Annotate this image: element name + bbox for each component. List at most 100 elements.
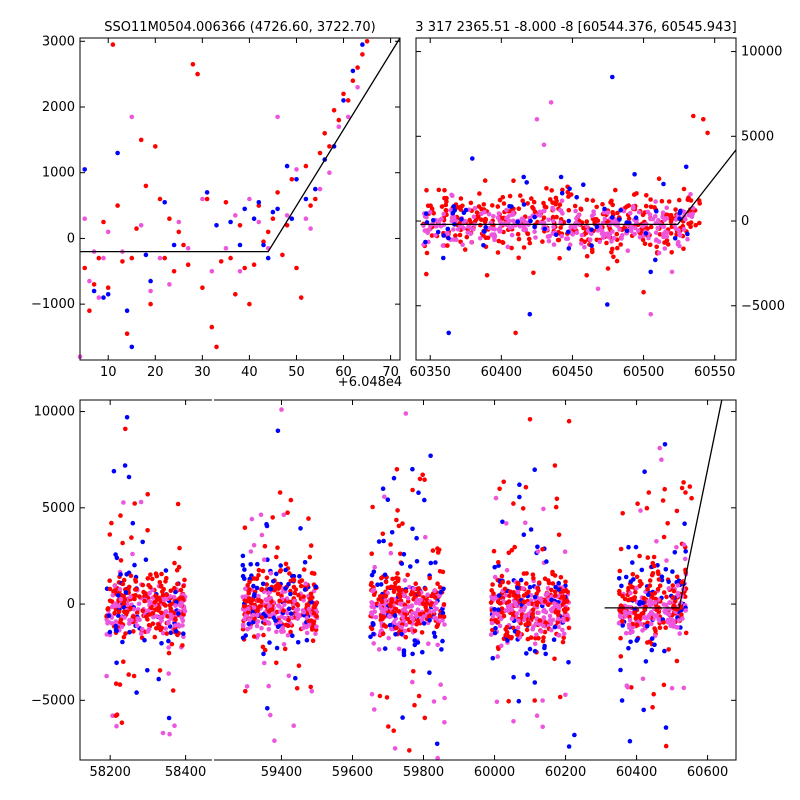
data-point-blue [124, 308, 130, 314]
data-point-pink [655, 225, 660, 231]
data-point-red [687, 484, 693, 489]
data-point-red [118, 617, 124, 623]
data-point-pink [248, 549, 254, 554]
data-point-pink [576, 213, 582, 218]
data-point-red [481, 202, 487, 207]
data-point-red [634, 622, 640, 627]
data-point-blue [168, 630, 174, 635]
data-point-pink [266, 621, 272, 626]
data-point-red [178, 587, 184, 593]
y-tick-label: −5000 [31, 693, 75, 708]
data-point-blue [142, 637, 147, 643]
data-point-red [566, 194, 571, 199]
data-point-red [394, 467, 400, 472]
data-point-pink [336, 124, 342, 129]
data-point-red [268, 607, 274, 613]
data-point-blue [143, 252, 149, 258]
data-point-red [630, 621, 635, 627]
data-point-pink [387, 613, 392, 618]
data-point-blue [254, 585, 260, 591]
data-point-red [496, 238, 502, 244]
data-point-blue [304, 637, 310, 643]
data-point-red [652, 626, 657, 631]
data-point-pink [258, 512, 264, 518]
data-point-red [276, 586, 281, 591]
data-point-blue [440, 638, 445, 644]
data-point-blue [240, 562, 246, 568]
data-point-blue [630, 560, 635, 565]
data-point-blue [82, 167, 87, 172]
x-tick-label: 60000 [474, 765, 515, 780]
data-point-red [661, 590, 667, 595]
data-point-red [181, 242, 186, 248]
y-tick-label: 10000 [34, 405, 75, 420]
data-point-blue [558, 174, 564, 180]
data-point-blue [130, 520, 136, 526]
data-point-red [671, 588, 677, 594]
data-point-red [443, 202, 449, 208]
data-point-pink [255, 619, 261, 624]
data-point-red [181, 583, 186, 589]
data-point-blue [268, 586, 274, 592]
data-point-red [112, 588, 118, 593]
data-point-red [251, 262, 257, 268]
data-point-blue [553, 232, 559, 237]
data-point-red [557, 202, 563, 207]
data-point-blue [549, 597, 554, 603]
data-point-red [412, 702, 417, 708]
data-point-pink [685, 236, 690, 242]
data-point-red [165, 614, 170, 619]
data-point-red [275, 190, 280, 195]
data-point-red [154, 626, 159, 631]
data-point-red [185, 262, 191, 268]
data-point-blue [376, 539, 382, 544]
data-point-red [159, 571, 164, 577]
data-point-red [288, 497, 294, 503]
data-point-blue [602, 206, 607, 212]
data-point-pink [369, 691, 375, 697]
data-point-red [122, 609, 127, 615]
data-point-blue [101, 295, 106, 300]
data-point-red [637, 553, 642, 559]
data-point-red [424, 601, 430, 606]
data-point-pink [551, 218, 556, 224]
data-point-red [615, 245, 620, 251]
data-point-red [145, 576, 151, 581]
data-point-blue [542, 643, 547, 649]
data-point-blue [496, 607, 501, 612]
data-point-red [512, 544, 517, 550]
data-point-pink [647, 212, 653, 217]
data-point-red [460, 203, 465, 209]
data-point-pink [166, 619, 171, 625]
data-point-red [495, 599, 501, 604]
data-point-pink [477, 236, 483, 241]
data-point-blue [609, 215, 615, 220]
data-point-red [644, 505, 650, 511]
data-point-pink [683, 216, 688, 222]
data-point-pink [565, 236, 571, 241]
data-point-red [584, 253, 590, 259]
data-point-red [396, 523, 402, 529]
data-point-blue [163, 568, 169, 573]
data-point-red [148, 301, 153, 307]
data-point-pink [680, 616, 685, 621]
data-point-red [500, 194, 506, 200]
data-point-red [541, 215, 547, 220]
data-point-pink [601, 210, 607, 215]
data-point-blue [378, 582, 384, 587]
data-point-red [170, 688, 176, 693]
data-point-red [132, 594, 138, 599]
data-point-blue [251, 583, 256, 589]
data-point-red [620, 619, 625, 624]
data-point-blue [313, 186, 318, 192]
data-point-red [379, 599, 385, 605]
data-point-blue [264, 523, 270, 529]
data-point-pink [427, 209, 433, 215]
data-point-red [407, 619, 413, 625]
data-point-blue [237, 242, 243, 248]
data-point-blue [517, 494, 522, 500]
data-point-pink [278, 619, 283, 625]
data-point-red [633, 589, 638, 595]
data-point-blue [511, 674, 516, 680]
data-point-red [502, 586, 508, 592]
